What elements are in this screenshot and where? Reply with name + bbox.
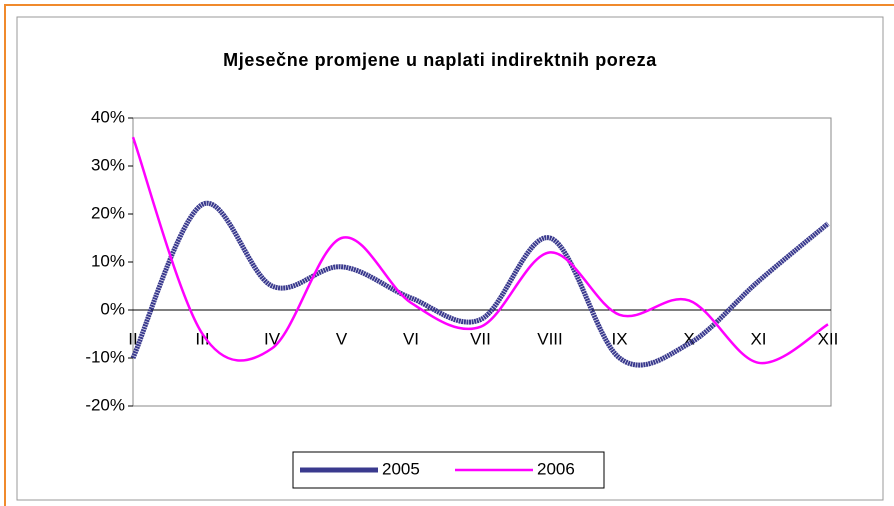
chart-title: Mjesečne promjene u naplati indirektnih … <box>223 50 657 70</box>
y-tick-label: -10% <box>85 347 125 366</box>
y-tick-label: 30% <box>91 155 125 174</box>
x-tick-label: XII <box>818 329 839 348</box>
legend-label: 2006 <box>537 459 575 478</box>
x-tick-label: XI <box>750 329 766 348</box>
series-line <box>131 136 829 365</box>
plot-area <box>132 117 832 407</box>
x-tick-label: VIII <box>537 329 563 348</box>
y-tick-label: 10% <box>91 251 125 270</box>
y-tick-label: 20% <box>91 203 125 222</box>
x-tick-label: IV <box>264 329 281 348</box>
y-tick-label: -20% <box>85 395 125 414</box>
x-tick-label: III <box>195 329 209 348</box>
y-tick-label: 0% <box>100 299 125 318</box>
x-tick-label: VI <box>403 329 419 348</box>
x-tick-label: II <box>128 329 137 348</box>
x-tick-label: IX <box>611 329 627 348</box>
x-tick-label: VII <box>470 329 491 348</box>
x-tick-label: V <box>336 329 348 348</box>
frame <box>4 4 894 506</box>
series-line <box>130 200 830 368</box>
y-tick-label: 40% <box>91 107 125 126</box>
x-tick-label: X <box>683 329 694 348</box>
legend-label: 2005 <box>382 459 420 478</box>
